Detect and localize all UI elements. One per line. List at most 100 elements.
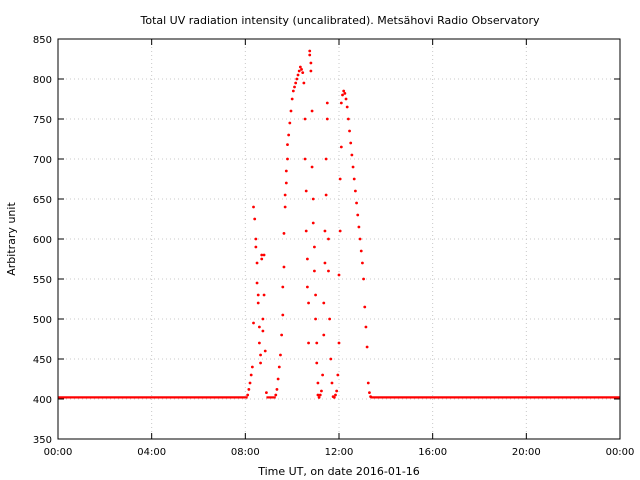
data-point (308, 53, 312, 57)
data-point (338, 229, 342, 233)
y-tick-label: 650 (33, 195, 52, 206)
data-point (314, 293, 317, 297)
data-point (256, 293, 260, 297)
data-point (356, 213, 360, 217)
data-point (261, 329, 265, 333)
data-point (316, 381, 320, 385)
data-point (366, 381, 370, 385)
data-point (289, 109, 293, 113)
data-point (361, 261, 364, 265)
data-point (357, 225, 361, 229)
data-point (293, 85, 296, 89)
data-point (307, 301, 310, 305)
data-point (359, 249, 363, 253)
data-point (297, 69, 301, 73)
x-tick-label: 12:00 (325, 447, 354, 458)
data-point (314, 317, 317, 321)
data-point (262, 293, 266, 297)
y-tick-label: 850 (33, 35, 52, 46)
data-point (321, 373, 325, 377)
data-point (284, 181, 288, 185)
data-point (348, 129, 351, 133)
data-point (368, 391, 371, 394)
x-tick-label: 04:00 (137, 447, 166, 458)
data-point (304, 189, 308, 193)
data-point (309, 69, 313, 73)
data-point (291, 89, 295, 93)
data-point (283, 205, 287, 209)
data-point (259, 361, 262, 365)
data-point (313, 245, 316, 249)
data-point (276, 377, 280, 381)
data-point (322, 301, 326, 305)
data-point (275, 388, 279, 391)
data-point (337, 341, 341, 345)
data-point (254, 245, 258, 249)
data-point (349, 141, 353, 145)
data-point (322, 333, 326, 337)
data-point (286, 157, 289, 161)
data-point (260, 253, 264, 257)
data-point (335, 389, 339, 393)
data-point (315, 341, 319, 345)
y-tick-label: 600 (33, 235, 52, 246)
data-point (330, 381, 334, 385)
data-point (317, 396, 321, 399)
data-point (288, 121, 292, 125)
data-point (280, 333, 284, 337)
data-point (301, 71, 305, 74)
data-point (328, 317, 332, 321)
data-point (308, 49, 312, 53)
data-point (324, 193, 328, 197)
data-point (336, 373, 340, 377)
data-point (350, 153, 354, 157)
data-point (365, 345, 369, 349)
data-point (325, 117, 329, 121)
data-point (274, 393, 278, 397)
chart-title: Total UV radiation intensity (uncalibrat… (140, 14, 540, 27)
data-point (257, 325, 261, 329)
data-point (260, 257, 264, 261)
data-point (290, 97, 294, 101)
data-point (309, 61, 313, 65)
y-tick-label: 700 (33, 155, 52, 166)
x-tick-label: 00:00 (44, 447, 73, 458)
data-point (315, 361, 319, 365)
data-point (334, 393, 337, 397)
data-point (346, 117, 350, 121)
data-point (255, 281, 259, 285)
data-point (257, 341, 261, 345)
data-point (332, 396, 336, 399)
y-tick-label: 350 (33, 435, 52, 446)
data-point (364, 325, 368, 329)
data-point (351, 165, 355, 169)
data-point (323, 261, 327, 265)
data-point (248, 381, 252, 385)
data-point (355, 201, 358, 205)
data-point (325, 101, 329, 105)
data-point (324, 157, 328, 161)
data-point (261, 317, 265, 321)
data-point (323, 229, 327, 233)
data-point (310, 165, 314, 169)
y-tick-label: 450 (33, 355, 52, 366)
data-point (281, 313, 285, 317)
data-point (342, 89, 346, 93)
grid-lines (58, 39, 620, 439)
data-point (358, 237, 362, 241)
data-point (286, 143, 289, 147)
data-point (277, 365, 281, 369)
data-point (282, 232, 286, 235)
data-point (338, 177, 342, 181)
data-point (345, 105, 349, 109)
data-point (363, 305, 367, 309)
data-point (343, 92, 347, 95)
data-point (311, 197, 315, 201)
data-point (252, 321, 255, 325)
data-point (279, 353, 282, 357)
data-point (339, 145, 343, 149)
data-point (313, 269, 316, 273)
data-point (341, 93, 344, 97)
data-point (255, 261, 259, 265)
